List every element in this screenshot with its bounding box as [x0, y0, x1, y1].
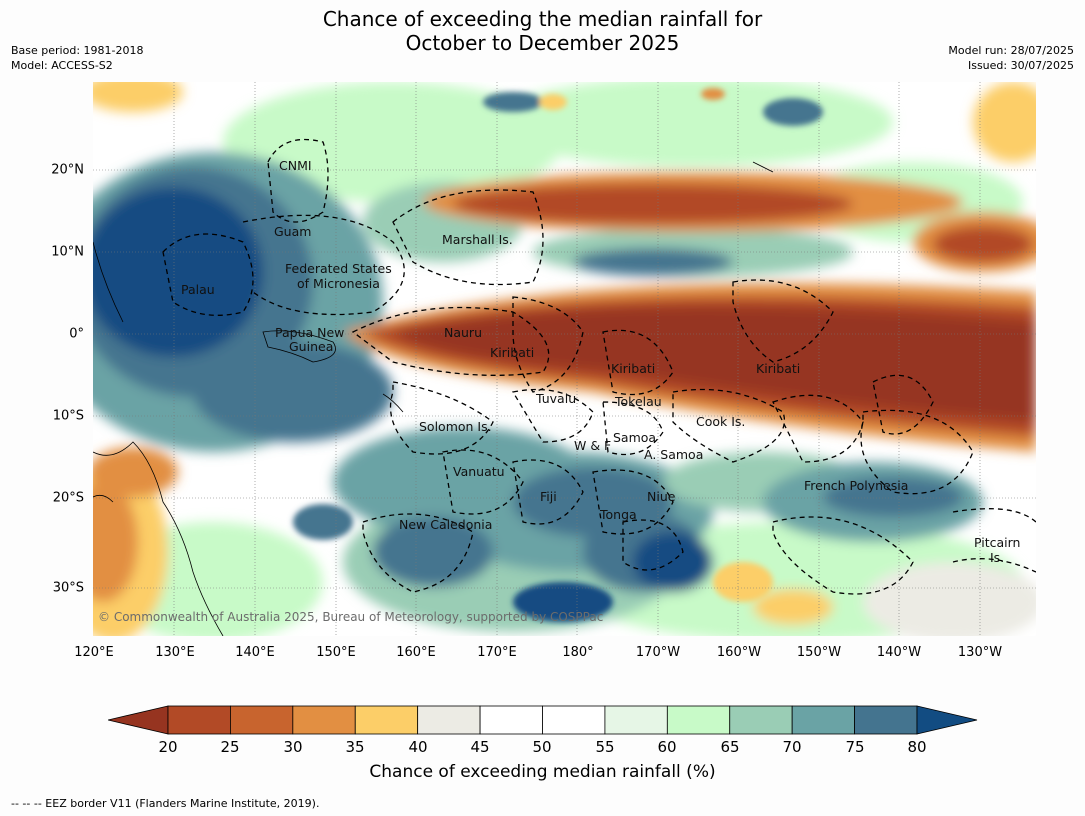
meta-left: Base period: 1981-2018 Model: ACCESS-S2 — [11, 43, 143, 73]
rainfall-detail — [293, 88, 823, 622]
issued-date: Issued: 30/07/2025 — [967, 59, 1074, 72]
place-label: Marshall Is. — [442, 232, 513, 247]
place-label: Nauru — [444, 325, 482, 340]
place-label: of Micronesia — [297, 276, 380, 291]
colorbar — [108, 705, 978, 735]
colorbar-tick: 75 — [845, 738, 865, 756]
place-label: Samoa — [613, 430, 656, 445]
coastlines — [93, 161, 774, 636]
x-tick-label: 130°E — [155, 645, 195, 660]
place-label: Solomon Is. — [419, 419, 492, 434]
x-tick-label: 150°E — [316, 645, 356, 660]
eez-borders — [162, 138, 1036, 595]
place-label: A. Samoa — [644, 447, 703, 462]
colorbar-bin — [479, 705, 543, 735]
x-tick-label: 140°E — [235, 645, 275, 660]
place-label: Tokelau — [614, 394, 662, 409]
x-tick-label: 160°W — [716, 645, 762, 660]
colorbar-tick: 40 — [408, 738, 428, 756]
y-tick-label: 10°S — [52, 408, 84, 424]
colorbar-bins — [167, 705, 918, 735]
colorbar-bin — [354, 705, 419, 735]
rainfall-field — [93, 82, 1036, 636]
place-label: Federated States — [285, 261, 392, 276]
x-tick-label: 170°E — [477, 645, 517, 660]
colorbar-low-extend — [108, 705, 169, 735]
title-line-1: Chance of exceeding the median rainfall … — [322, 7, 763, 31]
place-label: Vanuatu — [453, 464, 505, 479]
place-label: Papua New — [275, 325, 344, 340]
place-label: New Caledonia — [399, 517, 492, 532]
colorbar-bin — [604, 705, 668, 735]
place-label: Fiji — [540, 489, 557, 504]
colorbar-high-extend — [916, 705, 978, 735]
place-label: Kiribati — [490, 345, 534, 360]
y-tick-label: 0° — [69, 326, 84, 342]
y-tick-label: 20°S — [52, 490, 84, 506]
colorbar-bin — [854, 705, 918, 735]
place-label: Tonga — [599, 507, 637, 522]
colorbar-tick: 25 — [220, 738, 240, 756]
place-label: Guinea — [289, 339, 333, 354]
colorbar-bin — [230, 705, 294, 735]
rainfall-map[interactable]: CNMI Guam Marshall Is. Federated States … — [93, 82, 1036, 636]
place-label: Palau — [181, 282, 215, 297]
place-labels: CNMI Guam Marshall Is. Federated States … — [181, 158, 1020, 565]
colorbar-tick: 45 — [470, 738, 490, 756]
x-tick-label: 140°W — [876, 645, 922, 660]
model-run: Model run: 28/07/2025 — [948, 44, 1074, 57]
x-tick-label: 150°W — [796, 645, 842, 660]
place-label: French Polynesia — [804, 478, 908, 493]
y-tick-label: 30°S — [52, 580, 84, 596]
y-tick-label: 10°N — [51, 244, 84, 260]
colorbar-bin — [292, 705, 356, 735]
x-tick-label: 180° — [562, 645, 594, 660]
base-period: Base period: 1981-2018 — [11, 44, 144, 57]
x-tick-label: 170°W — [635, 645, 681, 660]
colorbar-bin — [542, 705, 606, 735]
colorbar-bin — [729, 705, 793, 735]
graticule — [93, 82, 1036, 636]
meta-right: Model run: 28/07/2025 Issued: 30/07/2025 — [948, 43, 1074, 73]
colorbar-tick: 20 — [158, 738, 178, 756]
copyright-notice: © Commonwealth of Australia 2025, Bureau… — [98, 610, 604, 624]
colorbar-tick: 80 — [907, 738, 927, 756]
place-label: Guam — [274, 224, 311, 239]
model-name: Model: ACCESS-S2 — [11, 59, 113, 72]
map-title: Chance of exceeding the median rainfall … — [0, 7, 1085, 55]
colorbar-tick: 65 — [720, 738, 740, 756]
colorbar-bin — [417, 705, 481, 735]
place-label: Cook Is. — [696, 414, 745, 429]
colorbar-tick: 35 — [345, 738, 365, 756]
colorbar-tick: 60 — [657, 738, 677, 756]
y-tick-label: 20°N — [51, 162, 84, 178]
x-tick-label: 160°E — [396, 645, 436, 660]
x-tick-label: 130°W — [957, 645, 1003, 660]
place-label: Tuvalu — [535, 391, 576, 406]
colorbar-tick: 55 — [595, 738, 615, 756]
map-canvas: CNMI Guam Marshall Is. Federated States … — [93, 82, 1036, 636]
colorbar-bin — [167, 705, 231, 735]
place-label: Is. — [990, 550, 1004, 565]
colorbar-label: Chance of exceeding median rainfall (%) — [369, 762, 716, 782]
x-tick-label: 120°E — [74, 645, 114, 660]
place-label: Kiribati — [756, 361, 800, 376]
colorbar-bin — [791, 705, 855, 735]
place-label: Kiribati — [611, 361, 655, 376]
title-line-2: October to December 2025 — [405, 31, 680, 55]
place-label: Pitcairn — [974, 535, 1020, 550]
colorbar-tick: 30 — [283, 738, 303, 756]
colorbar-tick: 50 — [532, 738, 552, 756]
eez-footnote: -- -- -- EEZ border V11 (Flanders Marine… — [11, 797, 320, 810]
place-label: W & F — [574, 438, 611, 453]
place-label: Niue — [647, 489, 676, 504]
colorbar-tick: 70 — [782, 738, 802, 756]
place-label: CNMI — [279, 158, 312, 173]
colorbar-bin — [666, 705, 731, 735]
